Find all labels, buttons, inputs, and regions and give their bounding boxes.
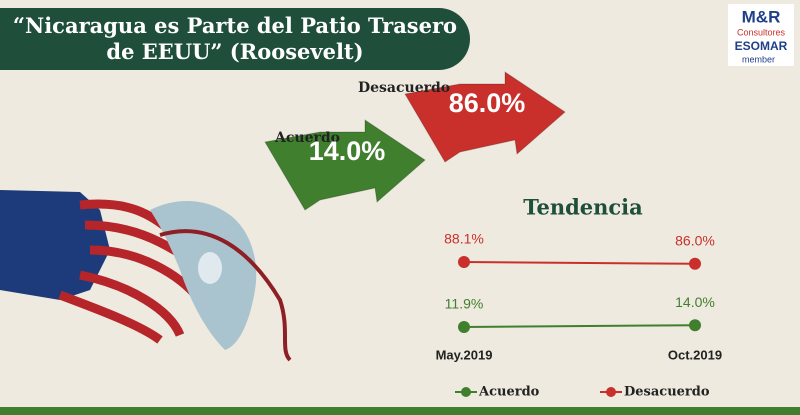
- value-label: 86.0%: [449, 88, 526, 118]
- value-label: 11.9%: [445, 296, 484, 312]
- x-tick-label: Oct.2019: [668, 347, 722, 362]
- value-label: 14.0%: [309, 136, 386, 166]
- logo-text: ESOMAR: [735, 39, 788, 53]
- logo-text: Consultores: [737, 27, 786, 37]
- legend-marker: [606, 387, 616, 397]
- point: [458, 256, 470, 268]
- value-label: 86.0%: [675, 232, 715, 248]
- point: [689, 319, 701, 332]
- arrow: [404, 71, 566, 163]
- legend-label: Acuerdo: [478, 385, 540, 400]
- value-label: 14.0%: [675, 294, 715, 310]
- category-label: Acuerdo: [274, 130, 340, 146]
- value-label: 88.1%: [444, 231, 484, 247]
- point: [689, 257, 701, 270]
- arrow: [264, 119, 426, 211]
- legend-marker: [461, 387, 471, 397]
- line: [463, 324, 696, 328]
- x-tick-label: May.2019: [436, 347, 493, 362]
- flag-illustration: [0, 190, 292, 362]
- point: [458, 321, 470, 333]
- logo-box: [728, 4, 794, 66]
- footer-strip: [0, 407, 800, 415]
- category-label: Desacuerdo: [358, 80, 450, 96]
- logo-text: M&R: [742, 7, 781, 26]
- logo-text: member: [742, 54, 775, 64]
- title: “Nicaragua es Parte del Patio Trasero de…: [0, 8, 470, 70]
- legend-label: Desacuerdo: [624, 385, 710, 400]
- line: [463, 261, 696, 265]
- chart-title: Tendencia: [523, 195, 643, 220]
